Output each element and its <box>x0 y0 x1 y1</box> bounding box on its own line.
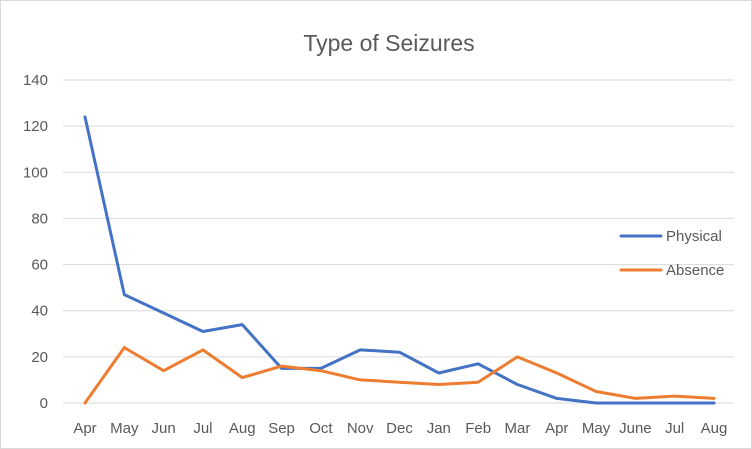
x-tick-label: June <box>619 420 652 437</box>
legend-label-physical: Physical <box>666 228 722 245</box>
x-tick-label: Aug <box>701 420 728 437</box>
chart-title: Type of Seizures <box>303 30 474 56</box>
y-tick-label: 100 <box>23 164 48 181</box>
series-lines <box>83 115 716 405</box>
y-tick-label: 0 <box>40 395 48 412</box>
y-tick-label: 120 <box>23 118 48 135</box>
x-tick-label: Jan <box>427 420 451 437</box>
x-tick-label: May <box>110 420 139 437</box>
x-tick-label: May <box>582 420 611 437</box>
y-tick-label: 80 <box>31 210 48 227</box>
x-tick-label: Aug <box>229 420 256 437</box>
gridlines <box>63 79 734 404</box>
x-tick-label: Jul <box>665 420 684 437</box>
x-tick-label: Jul <box>193 420 212 437</box>
y-tick-label: 40 <box>31 303 48 320</box>
legend: Physical Absence <box>619 228 724 279</box>
y-axis-ticks: 0 20 40 60 80 100 120 140 <box>23 72 48 412</box>
x-axis-ticks: Apr May Jun Jul Aug Sep Oct Nov Dec Jan Feb Mar Apr M… <box>73 420 727 437</box>
x-tick-label: Oct <box>309 420 333 437</box>
x-tick-label: Dec <box>386 420 413 437</box>
x-tick-label: Apr <box>73 420 96 437</box>
x-tick-label: Apr <box>545 420 568 437</box>
y-tick-label: 140 <box>23 72 48 89</box>
x-tick-label: Sep <box>268 420 295 437</box>
series-line-physical <box>83 115 716 405</box>
series-line-absence <box>83 346 716 405</box>
y-tick-label: 60 <box>31 257 48 274</box>
x-tick-label: Mar <box>505 420 531 437</box>
legend-label-absence: Absence <box>666 262 724 279</box>
x-tick-label: Jun <box>152 420 176 437</box>
x-tick-label: Feb <box>465 420 491 437</box>
x-tick-label: Nov <box>347 420 374 437</box>
y-tick-label: 20 <box>31 349 48 366</box>
